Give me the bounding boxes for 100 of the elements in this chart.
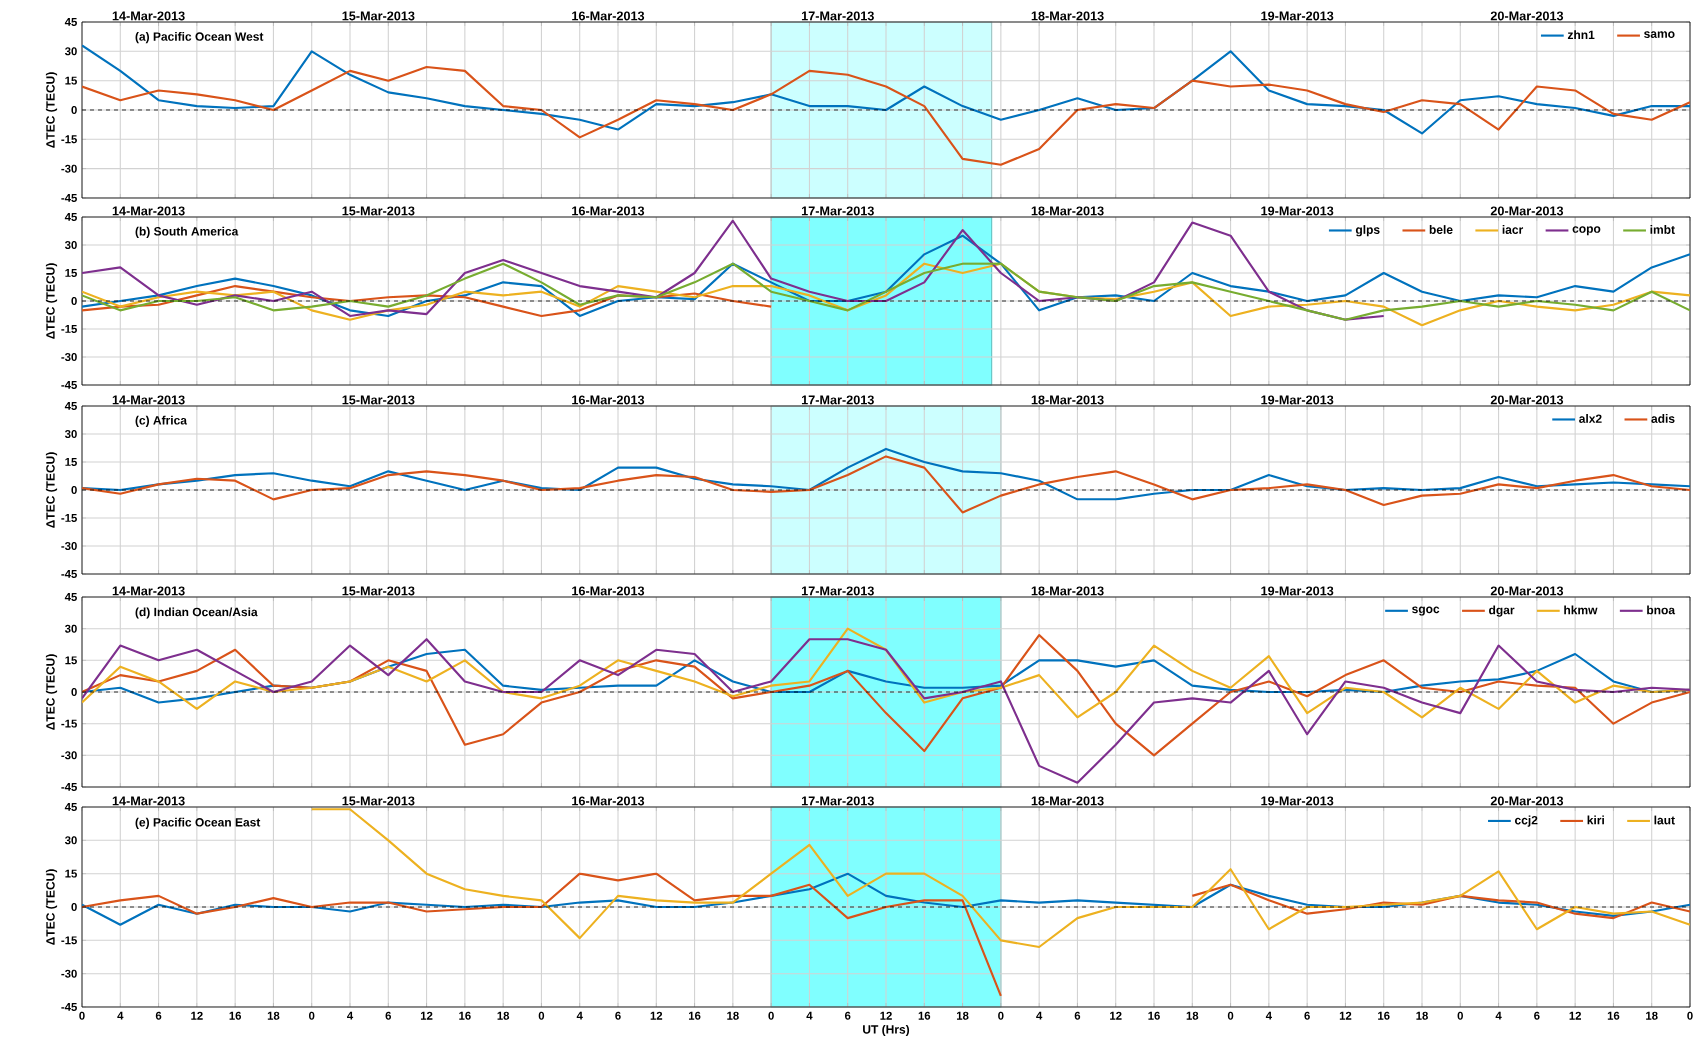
x-tick-label: 6: [1304, 1011, 1310, 1020]
text: 20-Mar-2013: [1490, 796, 1564, 806]
text: 19-Mar-2013: [1261, 395, 1334, 405]
text: 19-Mar-2013: [1261, 206, 1334, 216]
text: 19-Mar-2013: [1261, 11, 1334, 21]
text: 15-Mar-2013: [342, 796, 415, 806]
x-tick-label: 18: [1416, 1011, 1428, 1020]
x-tick-label: 16: [1607, 1011, 1620, 1020]
x-tick-label: 16: [229, 1011, 242, 1020]
legend-label: samo: [1644, 31, 1675, 38]
y-axis-title: ΔTEC (TECU): [45, 869, 58, 945]
text: (b) South America: [135, 226, 239, 238]
x-tick-label: 0: [1457, 1011, 1463, 1020]
x-tick-label: 12: [1110, 1011, 1122, 1020]
x-tick-label: 0: [79, 1011, 85, 1020]
text: 18-Mar-2013: [1031, 395, 1104, 405]
y-tick-label: 15: [65, 76, 77, 85]
y-axis-title: ΔTEC (TECU): [45, 72, 58, 148]
y-tick-label: -45: [61, 570, 77, 578]
text: 18-Mar-2013: [1031, 11, 1104, 21]
text: 19-Mar-2013: [1261, 586, 1334, 596]
text: 18-Mar-2013: [1031, 206, 1104, 216]
text: (e) Pacific Ocean East: [135, 817, 261, 829]
x-tick-label: 4: [576, 1011, 583, 1020]
legend-label: kiri: [1587, 815, 1604, 825]
text: 16-Mar-2013: [572, 796, 645, 806]
y-tick-label: -30: [61, 969, 77, 978]
x-tick-label: 0: [309, 1011, 315, 1020]
text: 16-Mar-2013: [572, 395, 645, 405]
x-tick-label: 0: [1687, 1011, 1693, 1020]
text: (c) Africa: [135, 415, 188, 427]
x-tick-label: 4: [1495, 1011, 1502, 1020]
legend-label: sgoc: [1412, 606, 1440, 616]
legend-label: ccj2: [1514, 815, 1538, 827]
y-tick-label: -30: [61, 751, 77, 760]
y-tick-label: 30: [64, 430, 77, 439]
y-tick-label: 45: [64, 18, 77, 26]
y-tick-label: -15: [61, 719, 77, 728]
text: 17-Mar-2013: [801, 395, 874, 405]
x-tick-label: 4: [806, 1011, 813, 1020]
x-tick-label: 6: [844, 1011, 851, 1020]
text: 14-Mar-2013: [112, 586, 185, 596]
text: 15-Mar-2013: [342, 395, 415, 405]
y-tick-label: -15: [61, 936, 77, 945]
line-series: [82, 455, 1691, 514]
y-tick-label: -30: [61, 352, 77, 362]
y-tick-label: -45: [61, 1003, 77, 1011]
y-tick-label: 0: [71, 688, 77, 697]
legend-label: imbt: [1650, 225, 1675, 234]
y-tick-label: 45: [64, 213, 77, 221]
text: 16-Mar-2013: [572, 586, 645, 596]
y-tick-label: 30: [64, 240, 77, 250]
line-series: [82, 65, 1691, 166]
x-tick-label: 0: [768, 1011, 774, 1020]
y-tick-label: 0: [71, 105, 77, 114]
y-tick-label: -15: [61, 325, 77, 333]
x-tick-label: 6: [1534, 1011, 1540, 1020]
text: 20-Mar-2013: [1490, 11, 1564, 21]
text: 15-Mar-2013: [342, 11, 415, 21]
x-tick-label: 16: [688, 1011, 701, 1020]
text: 14-Mar-2013: [112, 206, 185, 216]
y-tick-label: -15: [61, 514, 77, 522]
line-series: [82, 219, 1385, 321]
y-axis-title: ΔTEC (TECU): [45, 263, 58, 339]
line-series: [82, 44, 1691, 135]
x-tick-label: 0: [538, 1011, 545, 1020]
y-tick-label: 30: [64, 836, 77, 845]
text: 20-Mar-2013: [1490, 395, 1564, 405]
x-tick-label: 18: [727, 1011, 739, 1020]
legend-label: bele: [1429, 225, 1453, 234]
text: 16-Mar-2013: [572, 11, 645, 21]
legend-label: adis: [1651, 414, 1675, 423]
x-tick-label: 12: [420, 1011, 433, 1020]
legend-label: iacr: [1502, 225, 1524, 234]
legend-label: hkmw: [1564, 605, 1598, 615]
x-tick-label: 12: [1569, 1011, 1581, 1020]
x-tick-label: 12: [191, 1011, 203, 1020]
legend-label: dgar: [1489, 605, 1515, 617]
x-tick-label: 6: [155, 1011, 162, 1020]
x-tick-label: 4: [117, 1011, 124, 1020]
x-tick-label: 12: [1339, 1011, 1352, 1020]
text: 18-Mar-2013: [1031, 796, 1104, 806]
line-series: [82, 285, 773, 318]
text: 19-Mar-2013: [1261, 796, 1334, 806]
x-tick-label: 12: [880, 1011, 892, 1020]
legend-label: bnoa: [1647, 605, 1676, 615]
x-tick-label: 18: [956, 1011, 969, 1020]
text: 17-Mar-2013: [801, 206, 874, 216]
text: 16-Mar-2013: [572, 206, 645, 216]
y-tick-label: 0: [71, 486, 77, 495]
text: 15-Mar-2013: [342, 206, 415, 216]
y-tick-label: 15: [65, 656, 77, 665]
x-tick-label: 4: [1265, 1011, 1272, 1020]
x-tick-label: 16: [459, 1011, 471, 1020]
x-axis-title: UT (Hrs): [863, 1024, 910, 1037]
text: 15-Mar-2013: [342, 586, 415, 596]
line-series: [82, 447, 1691, 501]
text: (d) Indian Ocean/Asia: [135, 607, 258, 619]
x-tick-label: 6: [1074, 1011, 1081, 1020]
text: 18-Mar-2013: [1031, 586, 1104, 596]
